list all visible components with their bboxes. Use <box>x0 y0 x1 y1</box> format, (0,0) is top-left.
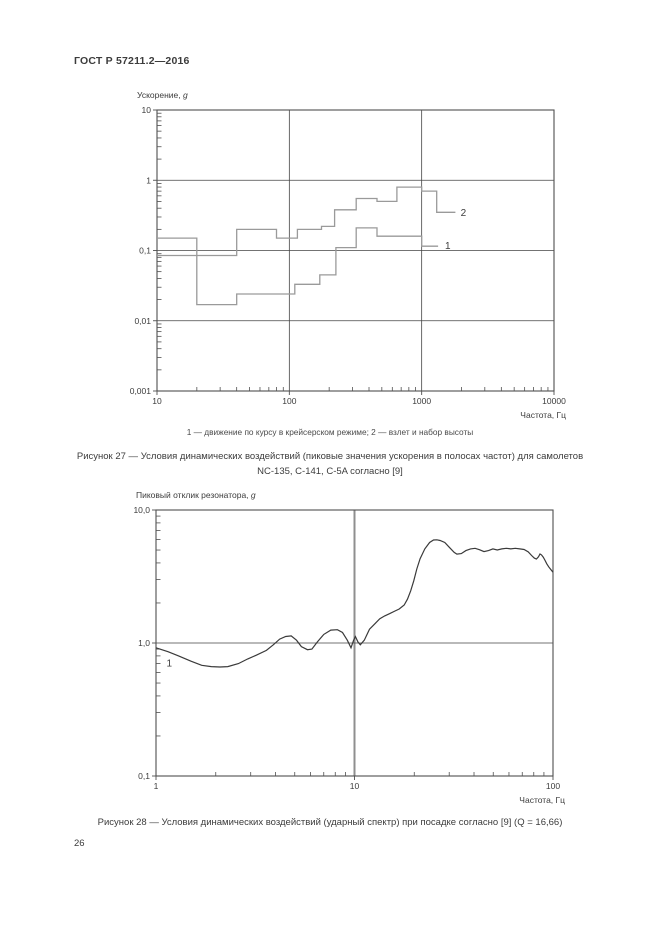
fig27-x-axis-title: Частота, Гц <box>520 410 566 420</box>
fig28-x-axis-title: Частота, Гц <box>519 795 565 805</box>
fig27-series-2 <box>157 186 456 257</box>
fig27-x-tick-label: 10 <box>152 396 162 406</box>
fig27-y-tick-label: 10 <box>142 105 152 115</box>
figure28-chart: 1 10 100 10,0 1,0 0,1 Пиковый отклик резонатор… <box>133 492 565 805</box>
fig27-x-tick-label: 100 <box>282 396 296 406</box>
fig28-series-label-1: 1 <box>167 658 173 669</box>
fig27-x-tick-label: 1000 <box>412 396 431 406</box>
fig28-x-tick-label: 1 <box>154 781 159 791</box>
fig27-series-label-2: 2 <box>461 208 467 219</box>
fig27-y-tick-label: 0,01 <box>134 316 151 326</box>
figure28-caption: Рисунок 28 — Условия динамических воздей… <box>20 815 640 830</box>
figure27-legend: 1 — движение по курсу в крейсерском режи… <box>186 427 474 437</box>
fig27-series-1 <box>157 227 439 306</box>
fig27-plot-border <box>156 109 555 392</box>
fig28-y-tick-label: 1,0 <box>138 638 150 648</box>
page-number: 26 <box>74 838 85 849</box>
fig27-y-tick-label: 0,1 <box>139 246 151 256</box>
fig28-x-tick-label: 100 <box>546 781 560 791</box>
figure28-caption-line1: Рисунок 28 — Условия динамических воздей… <box>97 817 563 828</box>
fig27-series-label-1: 1 <box>445 241 451 252</box>
figure27-caption: Рисунок 27 — Условия динамических воздей… <box>20 449 640 479</box>
fig28-plot-border <box>155 509 554 777</box>
fig27-x-tick-label: 10000 <box>542 396 566 406</box>
fig28-y-tick-label: 0,1 <box>138 771 150 781</box>
document-number: ГОСТ Р 57211.2—2016 <box>74 55 190 67</box>
figure27-chart: 10 100 1000 10000 10 1 0,1 0,01 0,001 Ускорение, … <box>130 90 566 420</box>
fig28-y-tick-label: 10,0 <box>133 505 150 515</box>
fig28-x-tick-label: 10 <box>350 781 360 791</box>
figure27-caption-line2: NC-135, C-141, C-5A согласно [9] <box>257 466 403 477</box>
fig28-series-1 <box>155 539 554 668</box>
figure27-caption-line1: Рисунок 27 — Условия динамических воздей… <box>76 451 584 462</box>
fig27-y-tick-label: 0,001 <box>130 386 152 396</box>
fig27-y-axis-title: Ускорение, g <box>137 90 188 100</box>
fig28-y-axis-title: Пиковый отклик резонатора, g <box>136 492 256 500</box>
fig27-y-tick-label: 1 <box>146 175 151 185</box>
